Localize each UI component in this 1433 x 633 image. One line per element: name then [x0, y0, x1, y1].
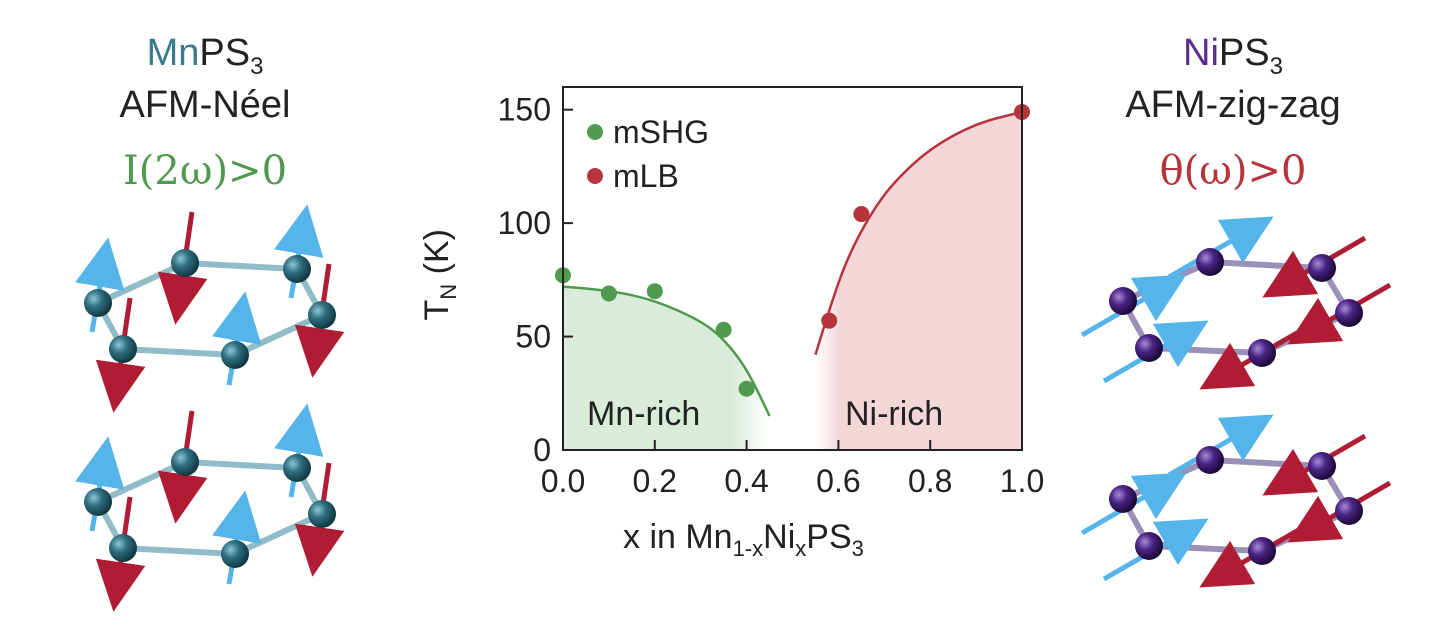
y-axis-label-unit: (K) — [418, 229, 456, 284]
data-point-mshg — [715, 321, 732, 338]
right-compound-metal: Ni — [1183, 32, 1219, 74]
data-point-mlb — [821, 312, 838, 329]
nips3-hexagon-bottom — [1080, 414, 1392, 588]
y-axis-label-sub: N — [436, 284, 461, 300]
mnps3-hexagon-top — [75, 204, 345, 413]
x-axis-label-sub: x — [795, 536, 806, 561]
mn-rich-region — [563, 286, 770, 450]
legend-label-mshg: mSHG — [613, 114, 709, 150]
fit-curve-mlb — [814, 110, 1023, 356]
x-axis-label-part: PS — [806, 518, 851, 556]
region-label-mn-rich: Mn-rich — [587, 395, 700, 433]
x-tick-label: 1.0 — [1000, 463, 1044, 499]
fit-curve-mshg — [562, 285, 771, 417]
nips3-hexagon-top — [1080, 216, 1392, 390]
left-compound-rest: PS — [199, 32, 251, 74]
x-axis-label-part: Ni — [763, 518, 795, 556]
right-order-label: AFM-zig-zag — [1125, 84, 1341, 126]
x-tick-label: 0.6 — [816, 463, 860, 499]
axis-tick-labels: 0.0 0.2 0.4 0.6 0.8 1.0 0 50 100 150 — [498, 92, 1045, 499]
data-point-mshg — [600, 285, 617, 302]
mnps3-hexagon-bottom — [75, 403, 345, 612]
right-compound-rest: PS — [1218, 32, 1270, 74]
x-tick-label: 0.2 — [633, 463, 677, 499]
left-order-label: AFM-Néel — [119, 84, 291, 126]
data-point-mlb — [853, 206, 870, 223]
y-tick-label: 50 — [515, 319, 551, 355]
x-axis-label-sub: 3 — [852, 536, 864, 561]
right-compound-sub: 3 — [1269, 53, 1283, 80]
right-compound-title: NiPS3 — [1068, 30, 1398, 82]
x-axis-label-sub: 1-x — [733, 536, 764, 561]
right-condition-label: θ(ω)>0 — [1159, 148, 1307, 194]
legend-marker-mlb — [587, 168, 603, 184]
fit-curves — [562, 110, 1023, 417]
data-point-mshg — [646, 283, 663, 300]
data-point-mshg — [738, 380, 755, 397]
y-axis-label: TN (K) — [418, 229, 461, 320]
x-tick-label: 0.8 — [908, 463, 952, 499]
left-compound-metal: Mn — [146, 32, 200, 74]
y-tick-label: 150 — [498, 92, 551, 128]
x-tick-label: 0.4 — [724, 463, 768, 499]
plot-frame — [562, 86, 1023, 451]
region-label-ni-rich: Ni-rich — [845, 395, 943, 433]
x-axis-label: x in Mn1-xNixPS3 — [623, 518, 864, 561]
legend-label-mlb: mLB — [613, 158, 679, 194]
left-condition-label: I(2ω)>0 — [122, 148, 288, 194]
y-tick-label: 100 — [498, 205, 551, 241]
y-axis-label-main: T — [418, 300, 456, 321]
left-compound-title: MnPS3 — [40, 30, 370, 82]
y-tick-label: 0 — [533, 432, 551, 468]
left-compound-sub: 3 — [250, 53, 264, 80]
legend-marker-mshg — [587, 124, 603, 140]
phase-regions — [563, 111, 1022, 451]
x-tick-label: 0.0 — [541, 463, 585, 499]
ni-rich-region — [815, 111, 1022, 451]
legend: mSHG mLB — [587, 114, 709, 194]
axis-ticks — [562, 108, 1023, 451]
x-axis-label-part: x in Mn — [623, 518, 733, 556]
